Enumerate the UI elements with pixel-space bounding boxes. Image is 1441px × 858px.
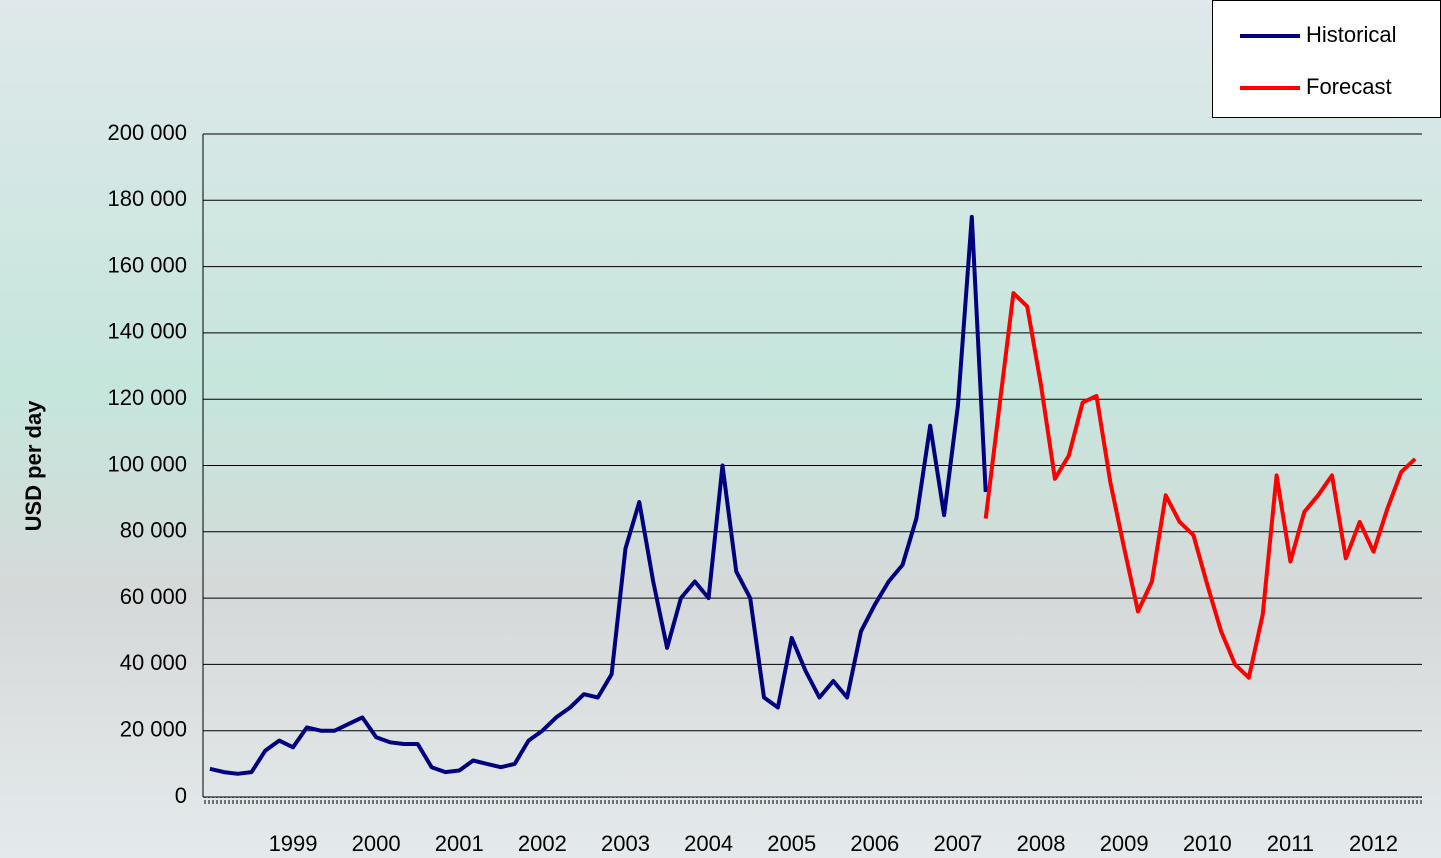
legend-label: Historical (1306, 22, 1396, 47)
x-tick-label: 2012 (1349, 831, 1398, 856)
x-tick-label: 2011 (1267, 831, 1314, 856)
y-tick-label: 120 000 (107, 385, 187, 410)
y-tick-label: 160 000 (107, 252, 187, 277)
x-tick-label: 2002 (518, 831, 567, 856)
x-tick-label: 2005 (767, 831, 816, 856)
y-tick-label: 80 000 (120, 518, 187, 543)
y-tick-label: 180 000 (107, 186, 187, 211)
y-tick-label: 100 000 (107, 451, 187, 476)
x-tick-label: 2000 (352, 831, 401, 856)
y-tick-label: 200 000 (107, 120, 187, 145)
x-axis-ticks (203, 797, 1422, 804)
x-tick-label: 2001 (435, 831, 484, 856)
y-tick-label: 20 000 (120, 717, 187, 742)
y-tick-label: 0 (175, 783, 187, 808)
x-tick-label: 2008 (1017, 831, 1066, 856)
legend-label: Forecast (1306, 74, 1392, 99)
x-tick-label: 2007 (933, 831, 982, 856)
series-line (209, 214, 988, 776)
y-axis-label: USD per day (21, 400, 46, 532)
legend-box (1212, 0, 1441, 118)
x-tick-label: 2006 (850, 831, 899, 856)
x-tick-label: 2004 (684, 831, 733, 856)
y-tick-label: 60 000 (120, 584, 187, 609)
x-tick-label: 2003 (601, 831, 650, 856)
series-line (983, 291, 1417, 680)
y-tick-label: 140 000 (107, 319, 187, 344)
x-tick-label: 1999 (269, 831, 318, 856)
y-tick-label: 40 000 (120, 650, 187, 675)
x-tick-label: 2009 (1100, 831, 1149, 856)
x-tick-label: 2010 (1183, 831, 1232, 856)
